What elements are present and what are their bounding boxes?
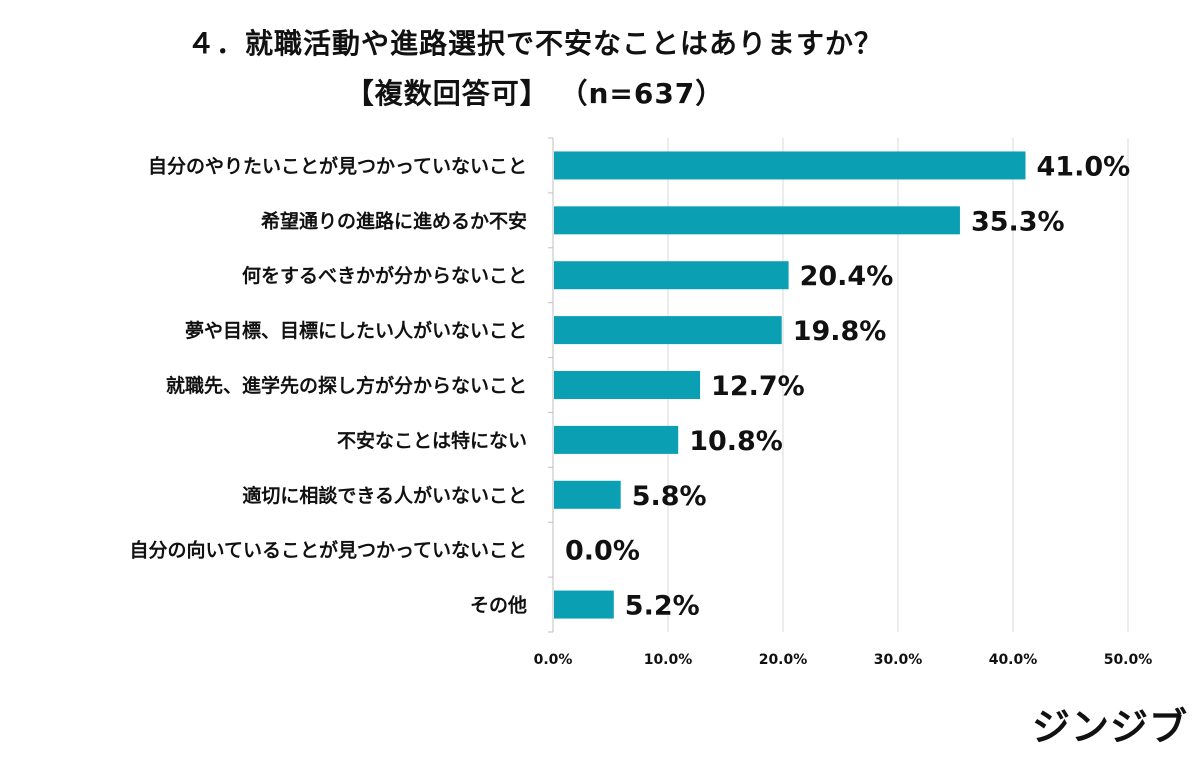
bar: [554, 371, 701, 399]
category-label: その他: [470, 594, 527, 617]
data-label: 35.3%: [971, 206, 1065, 237]
bar: [554, 151, 1026, 180]
category-label: 自分の向いていることが見つかっていないこと: [130, 539, 527, 562]
bar-chart: 0.0% 10.0% 20.0% 30.0% 40.0% 50.0% 自分のやりたいことが見…: [130, 137, 1153, 668]
data-label: 5.2%: [625, 591, 700, 622]
data-label: 10.8%: [689, 426, 783, 457]
brand-logo: ジンジブ: [1031, 705, 1188, 749]
category-label: 自分のやりたいことが見つかっていないこと: [148, 154, 527, 177]
category-label: 不安なことは特にない: [337, 429, 527, 452]
bar: [554, 261, 789, 290]
x-tick-label: 40.0%: [989, 652, 1038, 668]
category-label: 就職先、進学先の探し方が分からないこと: [166, 374, 527, 397]
bar: [554, 590, 614, 619]
data-label: 19.8%: [793, 316, 887, 347]
x-tick-label: 20.0%: [759, 652, 808, 668]
category-label: 適切に相談できる人がいないこと: [242, 484, 527, 507]
bar: [554, 206, 960, 235]
chart-subtitle: 【複数回答可】 （n=637）: [345, 77, 725, 110]
category-label: 希望通りの進路に進めるか不安: [261, 209, 527, 232]
chart-title: ４．就職活動や進路選択で不安なことはありますか？: [186, 27, 883, 60]
x-tick-label: 10.0%: [644, 652, 693, 668]
x-tick-label: 30.0%: [874, 652, 923, 668]
data-label: 20.4%: [800, 261, 894, 292]
data-label: 41.0%: [1037, 151, 1131, 182]
bar: [554, 316, 782, 345]
data-label: 0.0%: [565, 536, 640, 567]
x-tick-label: 0.0%: [534, 652, 573, 668]
x-tick-label: 50.0%: [1104, 652, 1153, 668]
category-label: 何をするべきかが分からないこと: [242, 264, 527, 287]
bar: [554, 480, 621, 509]
data-label: 5.8%: [632, 481, 707, 512]
data-label: 12.7%: [711, 371, 805, 402]
bar: [554, 425, 679, 454]
category-label: 夢や目標、目標にしたい人がいないこと: [185, 319, 527, 342]
